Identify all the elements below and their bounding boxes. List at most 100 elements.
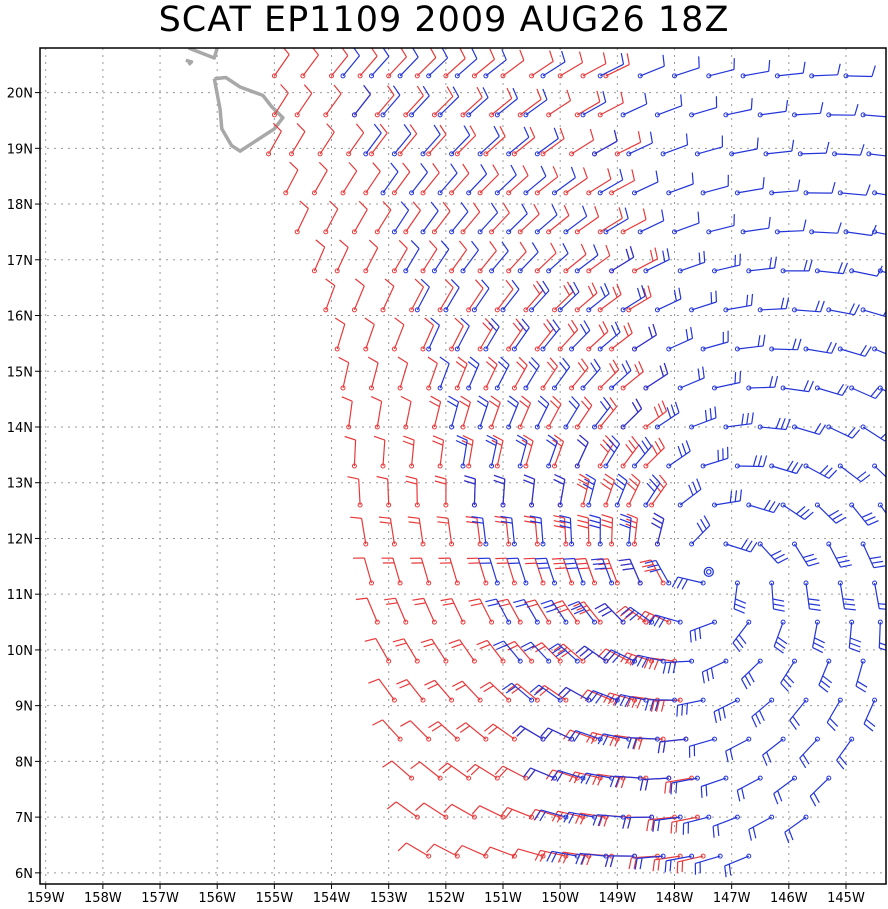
wind-barb xyxy=(392,638,420,664)
wind-barb xyxy=(670,814,700,834)
wind-barb xyxy=(506,318,524,352)
wind-barb xyxy=(374,85,395,118)
wind-barb xyxy=(364,637,392,664)
wind-barb xyxy=(466,763,500,781)
wind-barb xyxy=(577,514,592,547)
wind-barb xyxy=(586,244,611,274)
wind-barb xyxy=(597,321,621,352)
wind-barb xyxy=(551,557,575,586)
storm-center-outer-ring xyxy=(703,566,714,578)
wind-barb xyxy=(338,356,350,391)
graticule xyxy=(40,48,886,884)
wind-barb xyxy=(460,202,481,235)
wind-barb xyxy=(534,166,559,196)
wind-barb xyxy=(428,721,460,742)
wind-barb xyxy=(625,513,638,547)
wind-barb xyxy=(700,446,729,469)
wind-barb xyxy=(340,48,360,79)
wind-barb xyxy=(437,163,458,196)
lon-tick-label: 154W xyxy=(313,891,351,906)
wind-barb xyxy=(666,440,691,469)
wind-barb xyxy=(449,317,464,352)
wind-barb xyxy=(654,287,682,313)
wind-barb xyxy=(620,208,647,235)
wind-barb xyxy=(843,65,876,79)
wind-barb xyxy=(574,205,600,235)
wind-barb xyxy=(350,516,369,547)
wind-barb xyxy=(552,166,576,196)
wind-barb xyxy=(609,775,643,788)
wind-barb xyxy=(438,762,472,781)
wind-barb xyxy=(493,474,506,508)
wind-barb xyxy=(534,204,558,235)
wind-barb xyxy=(443,48,466,79)
wind-barb xyxy=(512,725,546,742)
wind-barb xyxy=(592,396,611,430)
wind-barb xyxy=(803,580,821,611)
wind-barb xyxy=(370,396,383,430)
wind-barb xyxy=(529,684,563,703)
lon-tick-label: 147W xyxy=(713,891,751,906)
wind-barb xyxy=(517,242,539,274)
wind-barb xyxy=(670,775,700,795)
wind-barb xyxy=(601,514,615,547)
wind-barb xyxy=(363,239,379,274)
wind-barb xyxy=(769,338,802,352)
wind-barb xyxy=(799,736,820,769)
wind-barb xyxy=(589,514,603,547)
wind-barb xyxy=(460,86,483,118)
wind-barb xyxy=(380,278,395,313)
wind-barb xyxy=(367,356,379,391)
wind-barb xyxy=(784,814,809,844)
longitude-ticks: 159W 158W 157W 156W 155W 154W 153W 152W 151W 150W… xyxy=(27,884,865,906)
wind-barb xyxy=(414,48,437,79)
wind-barb xyxy=(553,515,569,547)
wind-barb xyxy=(769,580,785,612)
wind-barb xyxy=(723,412,754,430)
wind-barb xyxy=(814,502,847,524)
wind-barb xyxy=(789,697,809,730)
wind-barb xyxy=(780,259,813,274)
wind-barb xyxy=(634,853,666,870)
wind-barb xyxy=(351,84,371,118)
wind-barb xyxy=(597,168,624,196)
lon-tick-label: 157W xyxy=(141,891,179,906)
wind-barb xyxy=(557,281,580,313)
wind-barb xyxy=(266,122,282,157)
wind-barb xyxy=(410,761,443,781)
wind-barb xyxy=(476,395,489,430)
wind-barb xyxy=(494,356,510,391)
wind-barb xyxy=(609,734,643,747)
wind-barb xyxy=(832,144,865,157)
wind-barb xyxy=(792,300,825,313)
wind-barb xyxy=(677,366,705,391)
wind-barb xyxy=(454,125,477,157)
wind-barb xyxy=(460,240,479,274)
wind-barb xyxy=(311,161,328,196)
wind-barb xyxy=(568,730,603,743)
wind-barb xyxy=(449,163,470,196)
wind-barb xyxy=(436,516,455,547)
wind-barb xyxy=(621,606,655,625)
wind-barb xyxy=(511,356,528,391)
wind-barb xyxy=(500,806,535,820)
wind-barb xyxy=(769,460,804,475)
wind-barb xyxy=(736,775,763,802)
wind-barb xyxy=(529,50,554,79)
wind-barb xyxy=(294,84,313,118)
wind-barb xyxy=(872,190,886,196)
wind-barb xyxy=(523,88,548,118)
wind-barb xyxy=(773,619,788,654)
wind-barb xyxy=(391,239,408,274)
wind-barb xyxy=(677,478,702,508)
wind-barb xyxy=(700,330,729,352)
wind-barb xyxy=(826,303,860,316)
wind-barb xyxy=(792,422,827,435)
wind-barb xyxy=(426,48,449,79)
wind-barb xyxy=(552,434,565,469)
wind-barb xyxy=(597,733,632,746)
wind-barb xyxy=(597,283,622,313)
wind-barb xyxy=(609,360,632,391)
wind-barb xyxy=(429,395,442,430)
